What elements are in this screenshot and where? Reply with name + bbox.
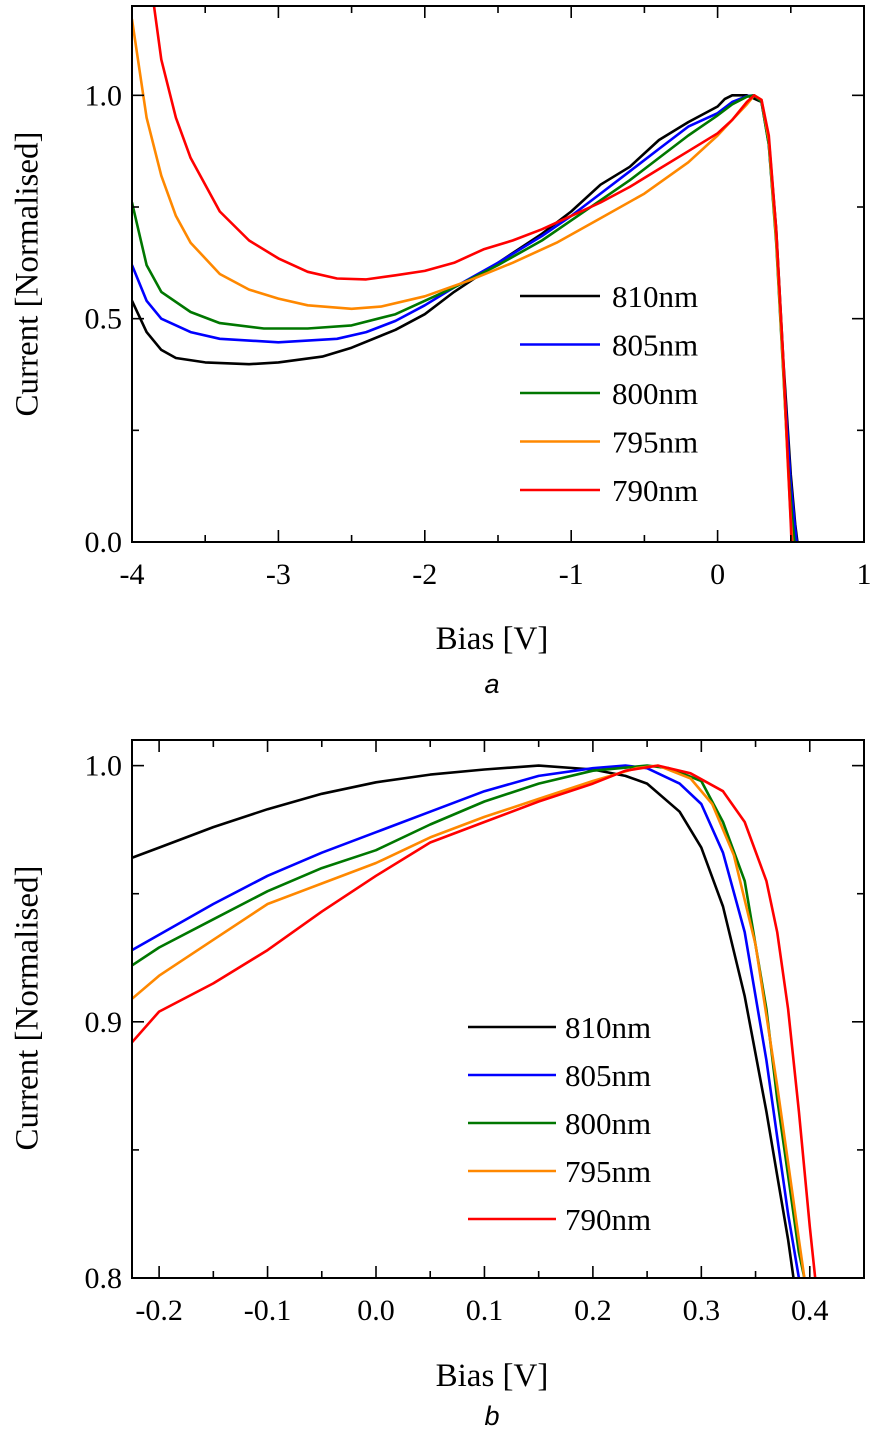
legend-label-800nm: 800nm: [565, 1106, 651, 1141]
legend: 810nm 805nm 800nm 795nm 790nm: [468, 1010, 651, 1237]
x-axis-label: Bias [V]: [436, 1358, 549, 1394]
legend: 810nm 805nm 800nm 795nm 790nm: [520, 279, 698, 508]
legend-label-805nm: 805nm: [612, 328, 698, 363]
legend-label-790nm: 790nm: [612, 473, 698, 508]
plot-frame: [131, 5, 865, 543]
x-tick-label: -3: [266, 558, 291, 591]
y-tick-label: 0.5: [85, 303, 123, 336]
x-tick-label: -4: [120, 558, 145, 591]
x-tick-label: -0.1: [244, 1294, 292, 1327]
series-line-795nm: [132, 764, 806, 1278]
series-group: [132, 764, 817, 1278]
series-line-790nm: [152, 6, 793, 542]
x-tick-label: 0.1: [466, 1294, 504, 1327]
legend-label-790nm: 790nm: [565, 1202, 651, 1237]
series-group: [132, 6, 799, 542]
legend-label-810nm: 810nm: [565, 1010, 651, 1045]
y-tick-label: 0.8: [85, 1262, 123, 1295]
y-tick-label: 1.0: [85, 750, 123, 783]
x-tick-label: 0.2: [574, 1294, 612, 1327]
legend-label-810nm: 810nm: [612, 279, 698, 314]
x-tick-label: 0: [710, 558, 725, 591]
x-tick-label: -1: [559, 558, 584, 591]
legend-label-805nm: 805nm: [565, 1058, 651, 1093]
series-line-810nm: [132, 764, 795, 1278]
plot-frame: [131, 739, 865, 1279]
x-axis-label: Bias [V]: [436, 621, 549, 657]
y-tick-label: 0.9: [85, 1006, 123, 1039]
panel-label: a: [484, 669, 499, 699]
legend-label-795nm: 795nm: [612, 425, 698, 460]
y-axis-label: Current [Normalised]: [10, 132, 46, 417]
series-line-800nm: [132, 764, 806, 1278]
x-tick-label: 0.0: [357, 1294, 395, 1327]
x-tick-label: 0.4: [791, 1294, 829, 1327]
y-tick-label: 0.0: [85, 526, 123, 559]
panel-label: b: [484, 1401, 499, 1431]
series-line-790nm: [132, 764, 817, 1278]
x-tick-label: -2: [412, 558, 437, 591]
legend-label-800nm: 800nm: [612, 376, 698, 411]
legend-label-795nm: 795nm: [565, 1154, 651, 1189]
x-tick-label: -0.2: [135, 1294, 183, 1327]
series-line-805nm: [132, 764, 801, 1278]
x-tick-label: 1: [857, 558, 872, 591]
y-axis-label: Current [Normalised]: [10, 866, 46, 1151]
y-tick-label: 1.0: [85, 79, 123, 112]
x-tick-label: 0.3: [683, 1294, 721, 1327]
chart-panel-b: -0.2 -0.1 0.0 0.1 0.2 0.3 0.4 0.8 0.9 1.0 Bias [V]…: [10, 739, 865, 1431]
chart-panel-a: -4 -3 -2 -1 0 1 0.0 0.5 1.0 Bias [V] Current [Norm…: [10, 5, 872, 699]
